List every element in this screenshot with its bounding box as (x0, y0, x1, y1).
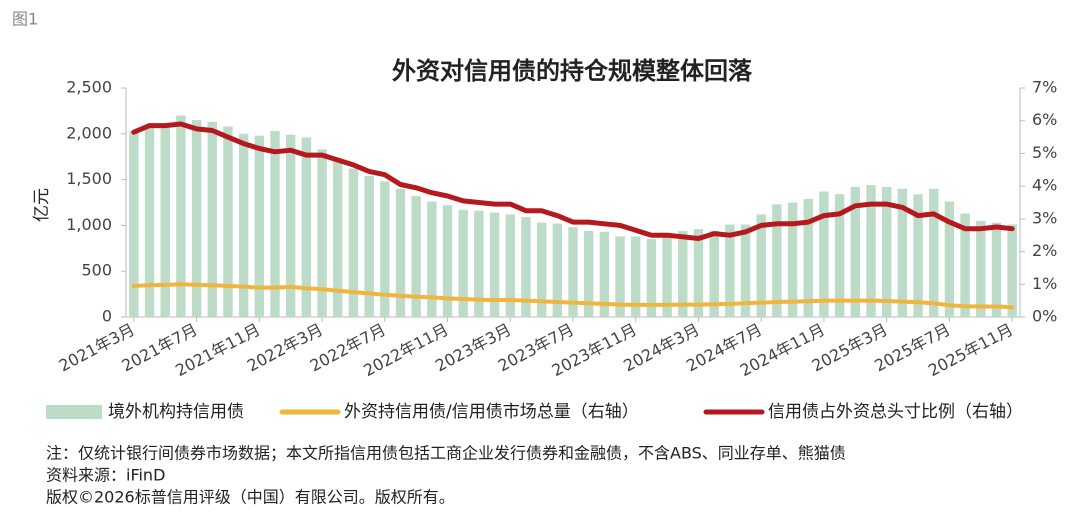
bar (850, 186, 861, 317)
bar (678, 230, 688, 317)
note: 资料来源：iFinD (46, 466, 165, 485)
bar (709, 230, 719, 317)
y-tick-label: 2,500 (66, 78, 112, 97)
bar (489, 212, 500, 317)
y2-tick-label: 0% (1032, 307, 1057, 326)
bar (458, 209, 468, 317)
bar (254, 135, 265, 317)
bar (819, 191, 829, 317)
legend-swatch (46, 405, 102, 419)
y2-tick-label: 2% (1032, 241, 1057, 260)
legend-label: 外资持信用债/信用债市场总量（右轴） (344, 402, 639, 422)
bar (881, 186, 892, 317)
y-tick-label: 0 (102, 307, 112, 326)
bar (411, 196, 421, 317)
bar (960, 213, 970, 317)
legend-label: 境外机构持信用债 (108, 402, 244, 422)
y2-tick-label: 3% (1032, 208, 1057, 227)
bar (474, 210, 484, 317)
bar (991, 222, 1002, 317)
bar (191, 120, 202, 317)
bar (693, 229, 704, 317)
bar (662, 232, 672, 317)
bar (615, 236, 625, 317)
bar (285, 134, 296, 317)
bar (536, 222, 547, 317)
bar (270, 131, 280, 317)
y-axis-label: 亿元 (32, 188, 52, 222)
y2-tick-label: 6% (1032, 110, 1057, 129)
bar (756, 214, 766, 317)
bar (583, 230, 594, 317)
bar (552, 223, 563, 317)
bar (442, 205, 453, 317)
bar (207, 121, 217, 317)
legend-label: 信用债占外资总头寸比例（右轴） (768, 402, 1023, 422)
bar (787, 202, 798, 317)
y2-tick-label: 5% (1032, 143, 1057, 162)
bar (380, 181, 390, 317)
bar (568, 227, 578, 317)
bar (599, 231, 610, 317)
bar (333, 159, 343, 317)
bar (395, 188, 406, 317)
chart-title: 外资对信用债的持仓规模整体回落 (392, 57, 753, 85)
bar (160, 123, 170, 317)
y2-tick-label: 7% (1032, 78, 1057, 97)
bar (897, 188, 908, 317)
bar (521, 217, 531, 317)
y2-tick-label: 1% (1032, 274, 1057, 293)
bar (1007, 224, 1017, 317)
bar (238, 133, 249, 317)
bar (976, 220, 986, 317)
y-tick-label: 1,000 (66, 215, 112, 234)
line (131, 282, 1015, 310)
y-tick-label: 500 (81, 261, 112, 280)
bar (944, 201, 955, 317)
bar (223, 126, 233, 317)
bar (631, 236, 641, 317)
bar (348, 168, 359, 317)
bar (427, 201, 437, 317)
y-tick-label: 1,500 (66, 169, 112, 188)
bar (772, 204, 782, 317)
bar (834, 194, 845, 317)
bar (364, 175, 374, 317)
figure-label: 图1 (12, 10, 38, 29)
y-tick-label: 2,000 (66, 123, 112, 142)
bar (803, 198, 813, 317)
line (131, 121, 1015, 241)
bar (129, 131, 139, 317)
bar (505, 214, 515, 317)
bar (317, 149, 327, 317)
bar (144, 126, 155, 317)
note: 注：仅统计银行间债券市场数据；本文所指信用债包括工商企业发行债券和金融债，不含A… (46, 444, 846, 463)
bar (176, 115, 186, 317)
note: 版权©2026标普信用评级（中国）有限公司。版权所有。 (46, 488, 455, 507)
bar (740, 224, 751, 317)
bar (301, 137, 312, 317)
bar (646, 239, 657, 317)
y2-tick-label: 4% (1032, 176, 1057, 195)
bar (725, 224, 735, 317)
bar (913, 194, 923, 317)
bar (866, 185, 876, 317)
bar (929, 188, 939, 317)
